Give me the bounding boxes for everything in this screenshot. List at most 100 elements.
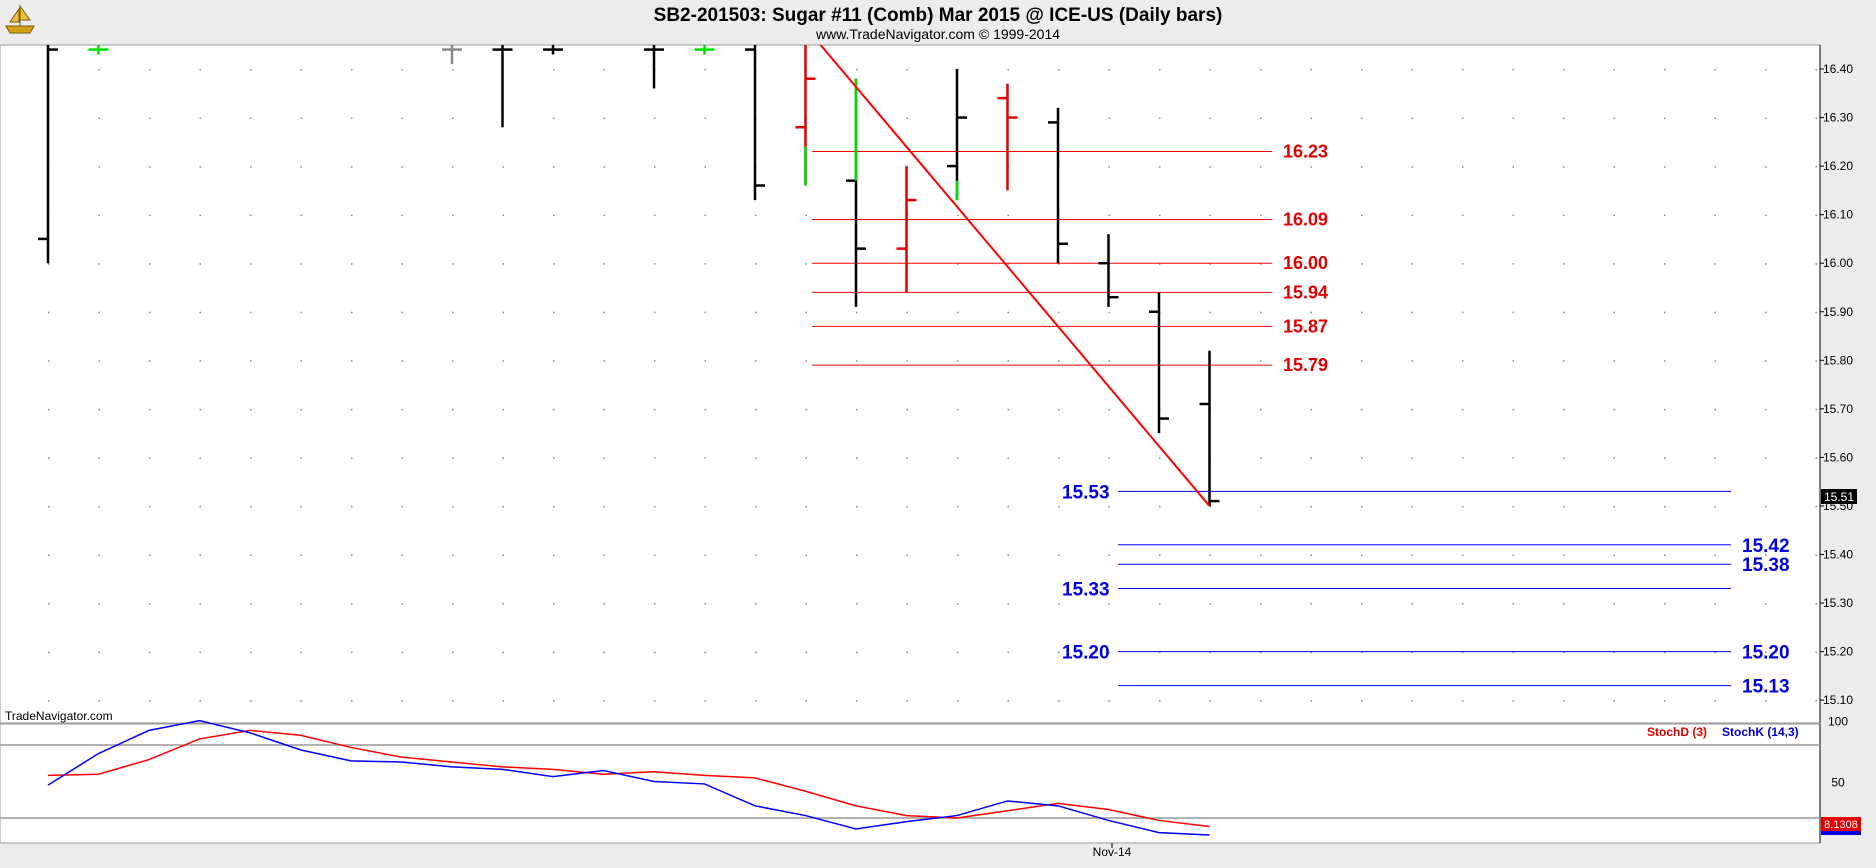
grid-dot bbox=[1714, 603, 1716, 605]
grid-dot bbox=[704, 505, 706, 508]
grid-dot bbox=[48, 700, 50, 702]
grid-dot bbox=[1765, 117, 1767, 120]
grid-dot bbox=[199, 360, 201, 362]
grid-dot bbox=[1310, 554, 1312, 556]
grid-dot bbox=[1108, 651, 1110, 654]
grid-dot bbox=[906, 408, 908, 411]
grid-dot bbox=[502, 651, 504, 654]
grid-dot bbox=[452, 214, 454, 217]
grid-dot bbox=[1512, 311, 1514, 314]
grid-dot bbox=[250, 505, 252, 508]
grid-dot bbox=[199, 166, 201, 168]
grid-dot bbox=[1108, 700, 1110, 702]
grid-dot bbox=[199, 554, 201, 556]
grid-dot bbox=[1159, 117, 1161, 120]
grid-dot bbox=[1209, 69, 1211, 71]
trade-navigator-ship-logo-icon[interactable] bbox=[2, 2, 38, 38]
grid-dot bbox=[502, 505, 504, 508]
grid-dot bbox=[1310, 360, 1312, 362]
ohlc-bar bbox=[1199, 350, 1220, 506]
grid-dot bbox=[957, 360, 959, 362]
grid-dot bbox=[98, 554, 100, 556]
legend-stochk: StochK (14,3) bbox=[1722, 725, 1799, 739]
ohlc-bar bbox=[1149, 292, 1169, 434]
grid-dot bbox=[1159, 603, 1161, 605]
red-level-label: 15.79 bbox=[1283, 355, 1328, 375]
grid-dot bbox=[1260, 166, 1262, 168]
grid-dot bbox=[1512, 117, 1514, 120]
grid-dot bbox=[98, 69, 100, 71]
ohlc-bar bbox=[1048, 107, 1068, 264]
grid-dot bbox=[1613, 69, 1615, 71]
grid-dot bbox=[1462, 311, 1464, 314]
grid-dot bbox=[1512, 603, 1514, 605]
grid-dot bbox=[1361, 360, 1363, 362]
grid-dot bbox=[48, 651, 50, 654]
grid-dot bbox=[1512, 457, 1514, 459]
grid-dot bbox=[654, 408, 656, 411]
grid-dot bbox=[1159, 69, 1161, 71]
grid-dot bbox=[1512, 554, 1514, 556]
grid-dot bbox=[351, 603, 353, 605]
ohlc-bar bbox=[947, 69, 967, 201]
grid-dot bbox=[1815, 360, 1817, 362]
grid-dot bbox=[1310, 311, 1312, 314]
blue-level-label-right: 15.13 bbox=[1742, 677, 1790, 698]
grid-dot bbox=[1765, 603, 1767, 605]
grid-dot bbox=[300, 214, 302, 217]
grid-dot bbox=[250, 651, 252, 654]
grid-dot bbox=[957, 505, 959, 508]
grid-dot bbox=[1664, 166, 1666, 168]
grid-dot bbox=[199, 408, 201, 411]
grid-dot bbox=[856, 554, 858, 556]
grid-dot bbox=[704, 457, 706, 459]
grid-dot bbox=[603, 408, 605, 411]
red-level-label: 16.00 bbox=[1283, 253, 1328, 273]
grid-dot bbox=[98, 214, 100, 217]
grid-dot bbox=[1007, 651, 1009, 654]
grid-dot bbox=[351, 263, 353, 265]
grid-dot bbox=[1058, 700, 1060, 702]
y-tick-label: 15.80 bbox=[1823, 353, 1853, 367]
grid-dot bbox=[1310, 166, 1312, 168]
grid-dot bbox=[553, 166, 555, 168]
price-grid bbox=[48, 69, 1817, 702]
grid-dot bbox=[502, 360, 504, 362]
grid-dot bbox=[603, 651, 605, 654]
grid-dot bbox=[553, 214, 555, 217]
grid-dot bbox=[1815, 117, 1817, 120]
grid-dot bbox=[48, 311, 50, 314]
grid-dot bbox=[98, 117, 100, 120]
grid-dot bbox=[856, 603, 858, 605]
grid-dot bbox=[48, 603, 50, 605]
grid-dot bbox=[401, 603, 403, 605]
grid-dot bbox=[1563, 214, 1565, 217]
grid-dot bbox=[1058, 457, 1060, 459]
grid-dot bbox=[1563, 69, 1565, 71]
grid-dot bbox=[1512, 69, 1514, 71]
y-tick-label: 15.90 bbox=[1823, 305, 1853, 319]
grid-dot bbox=[452, 263, 454, 265]
grid-dot bbox=[1108, 214, 1110, 217]
grid-dot bbox=[199, 603, 201, 605]
grid-dot bbox=[1613, 360, 1615, 362]
grid-dot bbox=[1209, 263, 1211, 265]
grid-dot bbox=[1361, 603, 1363, 605]
grid-dot bbox=[603, 360, 605, 362]
grid-dot bbox=[906, 360, 908, 362]
grid-dot bbox=[603, 166, 605, 168]
grid-dot bbox=[704, 117, 706, 120]
grid-dot bbox=[250, 457, 252, 459]
grid-dot bbox=[805, 263, 807, 265]
grid-dot bbox=[1108, 603, 1110, 605]
grid-dot bbox=[300, 700, 302, 702]
grid-dot bbox=[300, 457, 302, 459]
grid-dot bbox=[856, 505, 858, 508]
grid-dot bbox=[300, 408, 302, 411]
grid-dot bbox=[805, 311, 807, 314]
grid-dot bbox=[603, 700, 605, 702]
grid-dot bbox=[1462, 651, 1464, 654]
grid-dot bbox=[1159, 505, 1161, 508]
grid-dot bbox=[805, 603, 807, 605]
grid-dot bbox=[906, 651, 908, 654]
